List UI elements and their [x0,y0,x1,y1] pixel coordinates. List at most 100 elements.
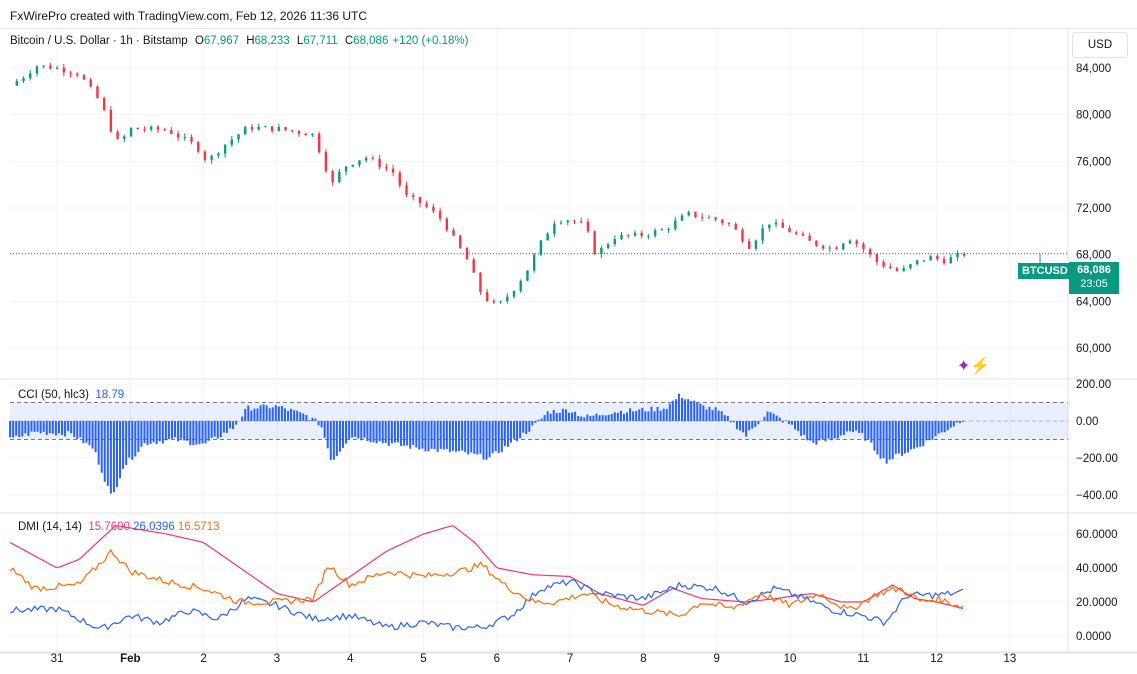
candle-body [573,220,576,222]
cci-bar [427,421,430,452]
x-axis-label: 2 [200,653,206,665]
cci-bar [67,421,70,432]
cci-bar [482,421,485,460]
cci-bar [106,421,109,487]
cci-bar [39,421,42,434]
cci-bar [348,421,351,440]
cci-bar [219,421,222,438]
cci-bar [513,421,516,439]
cci-bar [955,421,958,423]
cci-bar [794,421,797,430]
cci-bar [277,406,280,421]
cci-bar [97,421,100,465]
cci-bar [451,421,454,451]
candle-body [559,222,563,224]
cci-bar [170,421,173,439]
cci-bar [800,421,803,436]
candle-body [89,79,92,87]
cci-bar [702,405,705,421]
cci-bar [537,419,540,421]
cci-bar [412,421,415,445]
candle-body [405,185,408,196]
cci-bar [332,421,335,460]
candle-body [331,171,334,183]
cci-bar [509,421,512,443]
cci-bar [613,412,616,421]
cci-bar [290,408,293,421]
cci-bar [516,421,519,442]
cci-bar [797,421,800,432]
cci-legend[interactable]: CCI (50, hlc3) 18.79 [18,389,124,401]
y-axis-label: 84,000 [1076,63,1111,75]
cci-bar [601,415,604,421]
candle-body [123,136,126,139]
cci-bar [128,421,131,458]
cci-bar [852,421,855,433]
cci-bar [82,421,85,444]
cci-bar [204,421,207,444]
cci-bar [549,413,552,421]
cci-bar [684,399,687,421]
candle-body [734,224,737,230]
cci-bar [283,408,286,421]
symbol-name[interactable]: Bitcoin / U.S. Dollar · 1h · Bitstamp [10,35,188,47]
cci-bar [198,421,201,445]
last-price: 68,086 [1077,264,1111,276]
candle-body [472,259,475,273]
candle-body [277,127,281,131]
dmi-adx-value: 15.7600 [88,521,130,533]
cci-bar [543,415,546,421]
x-axis-label: 5 [420,653,426,665]
candle-body [741,229,744,242]
x-axis-label: 31 [51,653,64,665]
cci-bar [528,421,531,432]
dmi-line-di [9,579,964,632]
cci-bar [207,421,210,441]
candle-body [344,166,348,172]
candle-body [842,243,845,250]
candle-body [230,139,234,145]
cci-bar [561,408,564,421]
cci-bar [604,415,607,421]
candle-body [15,81,19,86]
currency-button[interactable]: USD [1072,32,1128,58]
candle-body [593,231,596,255]
candle-body [606,244,610,248]
cci-bar [115,421,118,488]
cci-bar [803,421,806,435]
cci-bar [265,405,268,421]
cci-value: 18.79 [95,389,125,401]
cci-bar [674,399,677,421]
candle-body [747,241,751,249]
candle-body [136,127,139,130]
cci-bar [268,408,271,421]
cci-bar [934,421,937,437]
candle-body [553,223,556,234]
cci-bar [167,421,170,440]
candle-body [627,234,630,236]
ticker-tag: BTCUSD [1018,263,1072,279]
cci-bar [232,421,235,430]
cci-bar [384,421,387,443]
cci-bar [88,421,91,446]
cci-bar [363,421,366,438]
candle-body [190,137,193,143]
dmi-legend[interactable]: DMI (14, 14) 15.7600 26.0396 16.5713 [18,521,219,533]
candle-body [868,249,872,255]
cci-bar [784,420,787,421]
candle-body [613,239,617,245]
y-axis-label: −200.00 [1076,453,1118,465]
candle-body [459,235,462,248]
cci-bar [476,421,479,455]
cci-bar [48,421,51,434]
candle-body [855,240,858,245]
lightning-icon[interactable]: ✦⚡ [957,358,991,375]
candle-body [499,301,502,303]
cci-bar [201,421,204,444]
cci-bar [357,421,360,439]
candle-body [156,126,160,130]
cci-bar [855,421,858,431]
cci-bar [577,416,580,421]
